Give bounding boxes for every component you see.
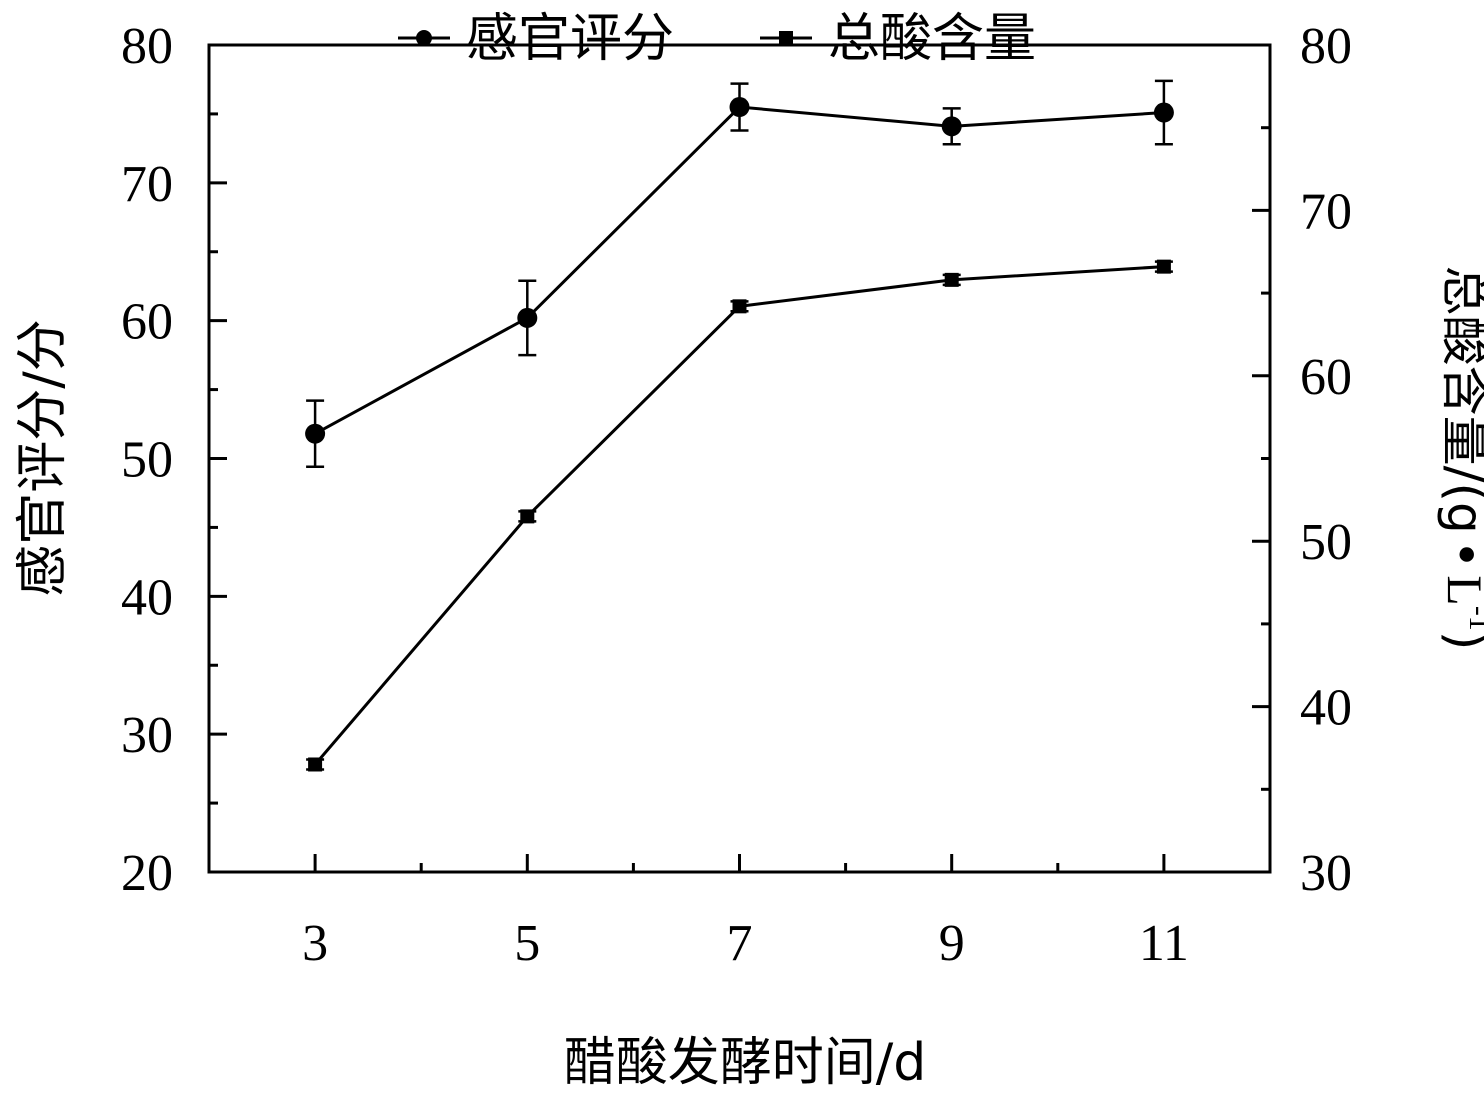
right-tick-label: 40 bbox=[1300, 680, 1352, 737]
right-y-axis-label-close: ) bbox=[1436, 631, 1484, 651]
x-tick-label: 9 bbox=[939, 915, 965, 972]
series-sensory-score bbox=[305, 79, 1174, 469]
left-tick-label: 60 bbox=[121, 294, 173, 351]
data-point-square bbox=[1156, 259, 1171, 274]
left-tick-label: 80 bbox=[121, 18, 173, 75]
left-tick-label: 50 bbox=[121, 432, 173, 489]
data-point-square bbox=[732, 299, 747, 314]
series-line bbox=[313, 265, 1164, 766]
data-point-circle bbox=[729, 97, 750, 118]
legend-label-acid: 总酸含量 bbox=[828, 9, 1036, 69]
data-point-square bbox=[520, 509, 535, 524]
legend-marker-circle bbox=[416, 30, 432, 46]
x-tick-label: 7 bbox=[727, 915, 753, 972]
left-tick-label: 40 bbox=[121, 569, 173, 626]
left-y-axis-label: 感官评分/分 bbox=[13, 319, 73, 597]
x-tick-label: 5 bbox=[514, 915, 540, 972]
right-tick-label: 60 bbox=[1300, 349, 1352, 406]
x-tick-label: 3 bbox=[302, 915, 328, 972]
right-tick-label: 50 bbox=[1300, 514, 1352, 571]
right-tick-label: 30 bbox=[1300, 845, 1352, 902]
data-point-square bbox=[308, 757, 323, 772]
data-point-square bbox=[944, 272, 959, 287]
legend-label-sensory: 感官评分 bbox=[466, 9, 674, 69]
right-y-axis-label-unit: L bbox=[1437, 575, 1484, 606]
right-y-axis-label-main: 总酸含量/(g bbox=[1436, 266, 1484, 534]
left-tick-label: 20 bbox=[121, 845, 173, 902]
plot-frame bbox=[207, 43, 1272, 874]
right-y-axis-label-sup: -1 bbox=[1463, 606, 1484, 631]
data-point-circle bbox=[1153, 102, 1174, 123]
x-tick-label: 11 bbox=[1139, 915, 1189, 972]
series-total-acid bbox=[306, 259, 1173, 772]
left-tick-label: 70 bbox=[121, 156, 173, 213]
series-line bbox=[314, 105, 1164, 436]
legend-marker-square bbox=[779, 31, 793, 45]
data-point-circle bbox=[305, 423, 326, 444]
right-tick-label: 70 bbox=[1300, 183, 1352, 240]
data-point-circle bbox=[517, 307, 538, 328]
legend: 感官评分 总酸含量 bbox=[398, 9, 1036, 69]
left-tick-label: 30 bbox=[121, 707, 173, 764]
data-point-circle bbox=[941, 116, 962, 137]
right-tick-label: 80 bbox=[1300, 18, 1352, 75]
x-axis-label: 醋酸发酵时间/d bbox=[564, 1033, 927, 1093]
x-axis: 3 5 7 9 11 bbox=[302, 854, 1189, 972]
left-y-axis: 20 30 40 50 60 70 80 bbox=[121, 18, 227, 902]
right-y-axis-label: 总酸含量/(g • L-1) bbox=[1436, 266, 1484, 651]
series-layer bbox=[305, 79, 1174, 772]
plot-border bbox=[207, 43, 1272, 874]
right-y-axis: 30 40 50 60 70 80 bbox=[1252, 18, 1352, 902]
right-y-axis-label-bullet: • bbox=[1436, 540, 1484, 570]
